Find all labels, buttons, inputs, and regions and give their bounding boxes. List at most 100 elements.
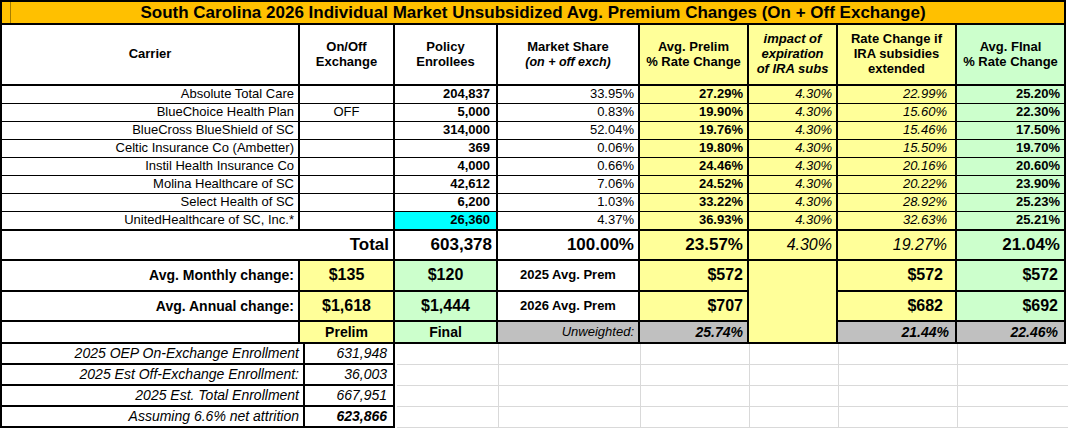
unweighted-extended-cell[interactable]: 21.44% (838, 322, 957, 342)
avg-annual-prelim-cell[interactable]: $1,618 (300, 292, 395, 322)
market-share-cell[interactable]: 1.03% (498, 194, 640, 212)
prelim-rate-cell[interactable]: 19.90% (640, 104, 749, 122)
ira-impact-cell[interactable]: 4.30% (749, 158, 838, 176)
final-rate-cell[interactable]: 17.50% (957, 122, 1064, 140)
exchange-cell[interactable] (300, 122, 395, 140)
carrier-name-cell[interactable]: Celtic Insurance Co (Ambetter) (2, 140, 300, 158)
note-value-cell[interactable]: 623,866 (305, 407, 393, 428)
prem-2026-final-cell[interactable]: $692 (957, 292, 1064, 322)
header-carrier[interactable]: Carrier (2, 25, 300, 86)
extended-rate-cell[interactable]: 20.16% (838, 158, 957, 176)
note-label-cell[interactable]: 2025 Est. Total Enrollment (2, 386, 305, 407)
total-prelim-rate-cell[interactable]: 23.57% (640, 231, 749, 261)
prelim-rate-cell[interactable]: 19.76% (640, 122, 749, 140)
final-rate-cell[interactable]: 25.20% (957, 86, 1064, 104)
header-exchange[interactable]: On/Off Exchange (300, 25, 395, 86)
ira-impact-cell[interactable]: 4.30% (749, 140, 838, 158)
header-prelim-rate[interactable]: Avg. Prelim % Rate Change (640, 25, 749, 86)
exchange-cell[interactable] (300, 194, 395, 212)
policy-enrollees-cell[interactable]: 369 (395, 140, 498, 158)
note-label-cell[interactable]: 2025 Est Off-Exchange Enrollment: (2, 365, 305, 386)
note-value-cell[interactable]: 631,948 (305, 344, 393, 365)
carrier-name-cell[interactable]: Absolute Total Care (2, 86, 300, 104)
market-share-cell[interactable]: 0.06% (498, 140, 640, 158)
total-ira-impact-cell[interactable]: 4.30% (749, 231, 838, 261)
policy-enrollees-cell[interactable]: 6,200 (395, 194, 498, 212)
extended-rate-cell[interactable]: 22.99% (838, 86, 957, 104)
market-share-cell[interactable]: 4.37% (498, 212, 640, 231)
ira-impact-spacer-cell[interactable] (749, 261, 838, 292)
prem-2025-label[interactable]: 2025 Avg. Prem (498, 261, 640, 292)
carrier-name-cell[interactable]: BlueChoice Health Plan (2, 104, 300, 122)
market-share-cell[interactable]: 52.04% (498, 122, 640, 140)
avg-annual-final-cell[interactable]: $1,444 (395, 292, 498, 322)
avg-monthly-prelim-cell[interactable]: $135 (300, 261, 395, 292)
total-enrollees-cell[interactable]: 603,378 (395, 231, 498, 261)
ira-impact-cell[interactable]: 4.30% (749, 176, 838, 194)
final-rate-cell[interactable]: 25.21% (957, 212, 1064, 231)
market-share-cell[interactable]: 33.95% (498, 86, 640, 104)
unweighted-final-cell[interactable]: 22.46% (957, 322, 1064, 342)
ira-impact-spacer-cell[interactable] (749, 322, 838, 342)
exchange-cell[interactable] (300, 158, 395, 176)
final-rate-cell[interactable]: 20.60% (957, 158, 1064, 176)
carrier-name-cell[interactable]: Select Health of SC (2, 194, 300, 212)
header-ira-impact[interactable]: impact of expiration of IRA subs (749, 25, 838, 86)
extended-rate-cell[interactable]: 32.63% (838, 212, 957, 231)
unweighted-label[interactable]: Unweighted: (498, 322, 640, 342)
extended-rate-cell[interactable]: 20.22% (838, 176, 957, 194)
prelim-rate-cell[interactable]: 19.80% (640, 140, 749, 158)
ira-impact-cell[interactable]: 4.30% (749, 212, 838, 231)
market-share-cell[interactable]: 0.83% (498, 104, 640, 122)
page-title[interactable]: South Carolina 2026 Individual Market Un… (2, 2, 1064, 25)
prelim-rate-cell[interactable]: 24.52% (640, 176, 749, 194)
note-label-cell[interactable]: 2025 OEP On-Exchange Enrollment (2, 344, 305, 365)
ira-impact-cell[interactable]: 4.30% (749, 104, 838, 122)
exchange-cell[interactable]: OFF (300, 104, 395, 122)
total-market-share-cell[interactable]: 100.00% (498, 231, 640, 261)
carrier-name-cell[interactable]: Instil Health Insurance Co (2, 158, 300, 176)
avg-annual-label[interactable]: Avg. Annual change: (2, 292, 300, 322)
note-value-cell[interactable]: 667,951 (305, 386, 393, 407)
blank-cell[interactable] (2, 322, 300, 342)
prelim-rate-cell[interactable]: 33.22% (640, 194, 749, 212)
exchange-cell[interactable] (300, 176, 395, 194)
policy-enrollees-cell[interactable]: 26,360 (395, 212, 498, 231)
ira-impact-cell[interactable]: 4.30% (749, 122, 838, 140)
prem-2026-label[interactable]: 2026 Avg. Prem (498, 292, 640, 322)
prelim-rate-cell[interactable]: 24.46% (640, 158, 749, 176)
carrier-name-cell[interactable]: UnitedHealthcare of SC, Inc.* (2, 212, 300, 231)
prelim-column-label[interactable]: Prelim (300, 322, 395, 342)
final-rate-cell[interactable]: 25.23% (957, 194, 1064, 212)
carrier-name-cell[interactable]: Molina Healthcare of SC (2, 176, 300, 194)
prem-2025-final-cell[interactable]: $572 (957, 261, 1064, 292)
policy-enrollees-cell[interactable]: 4,000 (395, 158, 498, 176)
extended-rate-cell[interactable]: 15.60% (838, 104, 957, 122)
market-share-cell[interactable]: 7.06% (498, 176, 640, 194)
ira-impact-cell[interactable]: 4.30% (749, 86, 838, 104)
avg-monthly-final-cell[interactable]: $120 (395, 261, 498, 292)
total-extended-rate-cell[interactable]: 19.27% (838, 231, 957, 261)
ira-impact-spacer-cell[interactable] (749, 292, 838, 322)
avg-monthly-label[interactable]: Avg. Monthly change: (2, 261, 300, 292)
prem-2025-prelim-cell[interactable]: $572 (640, 261, 749, 292)
prem-2026-prelim-cell[interactable]: $707 (640, 292, 749, 322)
policy-enrollees-cell[interactable]: 5,000 (395, 104, 498, 122)
carrier-name-cell[interactable]: BlueCross BlueShield of SC (2, 122, 300, 140)
header-market-share[interactable]: Market Share (on + off exch) (498, 25, 640, 86)
note-label-cell[interactable]: Assuming 6.6% net attrition (2, 407, 305, 428)
policy-enrollees-cell[interactable]: 204,837 (395, 86, 498, 104)
prelim-rate-cell[interactable]: 27.29% (640, 86, 749, 104)
prelim-rate-cell[interactable]: 36.93% (640, 212, 749, 231)
extended-rate-cell[interactable]: 15.50% (838, 140, 957, 158)
total-final-rate-cell[interactable]: 21.04% (957, 231, 1064, 261)
final-column-label[interactable]: Final (395, 322, 498, 342)
extended-rate-cell[interactable]: 15.46% (838, 122, 957, 140)
final-rate-cell[interactable]: 19.70% (957, 140, 1064, 158)
final-rate-cell[interactable]: 22.30% (957, 104, 1064, 122)
final-rate-cell[interactable]: 23.90% (957, 176, 1064, 194)
note-value-cell[interactable]: 36,003 (305, 365, 393, 386)
exchange-cell[interactable] (300, 212, 395, 231)
prem-2026-extended-cell[interactable]: $682 (838, 292, 957, 322)
ira-impact-cell[interactable]: 4.30% (749, 194, 838, 212)
